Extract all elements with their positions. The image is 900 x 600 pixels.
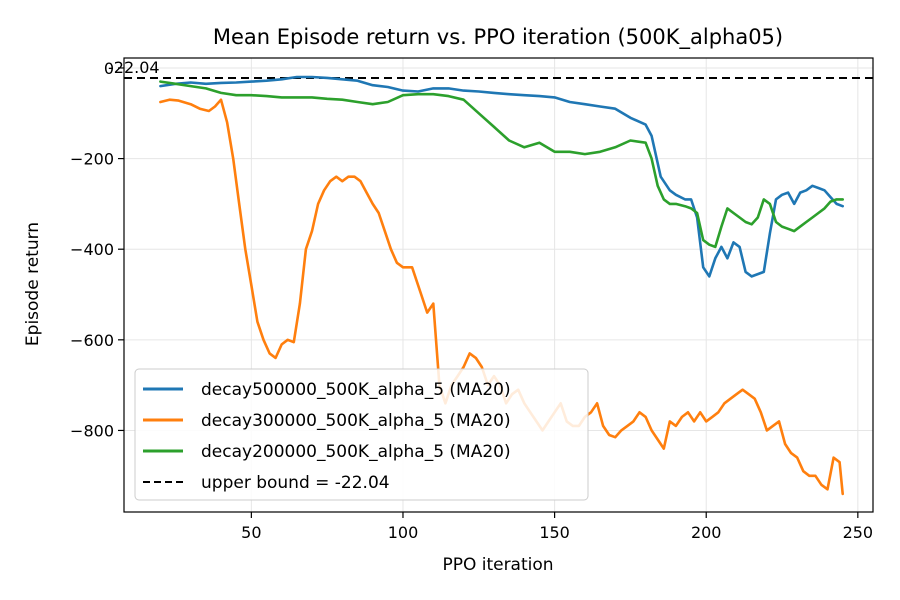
series-line-3 <box>159 80 845 249</box>
x-axis-label: PPO iteration <box>442 555 553 575</box>
x-tick-label: 250 <box>843 523 874 542</box>
y-axis-label: Episode return <box>23 222 43 346</box>
y-tick-label: −200 <box>70 150 114 169</box>
y-tick-label: −800 <box>70 421 114 440</box>
plot-area: 50 100 150 200 250 0 −200 −400 −600 −800 -22.04 <box>70 57 874 542</box>
legend-label-2: decay300000_500K_alpha_5 (MA20) <box>201 411 511 431</box>
y-tick-label: 0 <box>104 59 114 78</box>
chart-title: Mean Episode return vs. PPO iteration (5… <box>213 25 783 50</box>
legend: decay500000_500K_alpha_5 (MA20) decay3000… <box>134 368 589 501</box>
y-tick-label: −600 <box>70 331 114 350</box>
legend-label-4: upper bound = -22.04 <box>201 473 390 493</box>
x-tick-label: 100 <box>388 523 419 542</box>
legend-label-3: decay200000_500K_alpha_5 (MA20) <box>201 442 511 462</box>
upper-bound-annotation: -22.04 <box>108 58 160 77</box>
x-tick-label: 200 <box>691 523 722 542</box>
y-tick-label: −400 <box>70 240 114 259</box>
series-line-1 <box>159 75 845 278</box>
legend-box <box>134 368 589 501</box>
x-tick-label: 50 <box>241 523 261 542</box>
x-tick-label: 150 <box>539 523 570 542</box>
axes-frame <box>123 57 874 513</box>
legend-label-1: decay500000_500K_alpha_5 (MA20) <box>201 380 511 400</box>
